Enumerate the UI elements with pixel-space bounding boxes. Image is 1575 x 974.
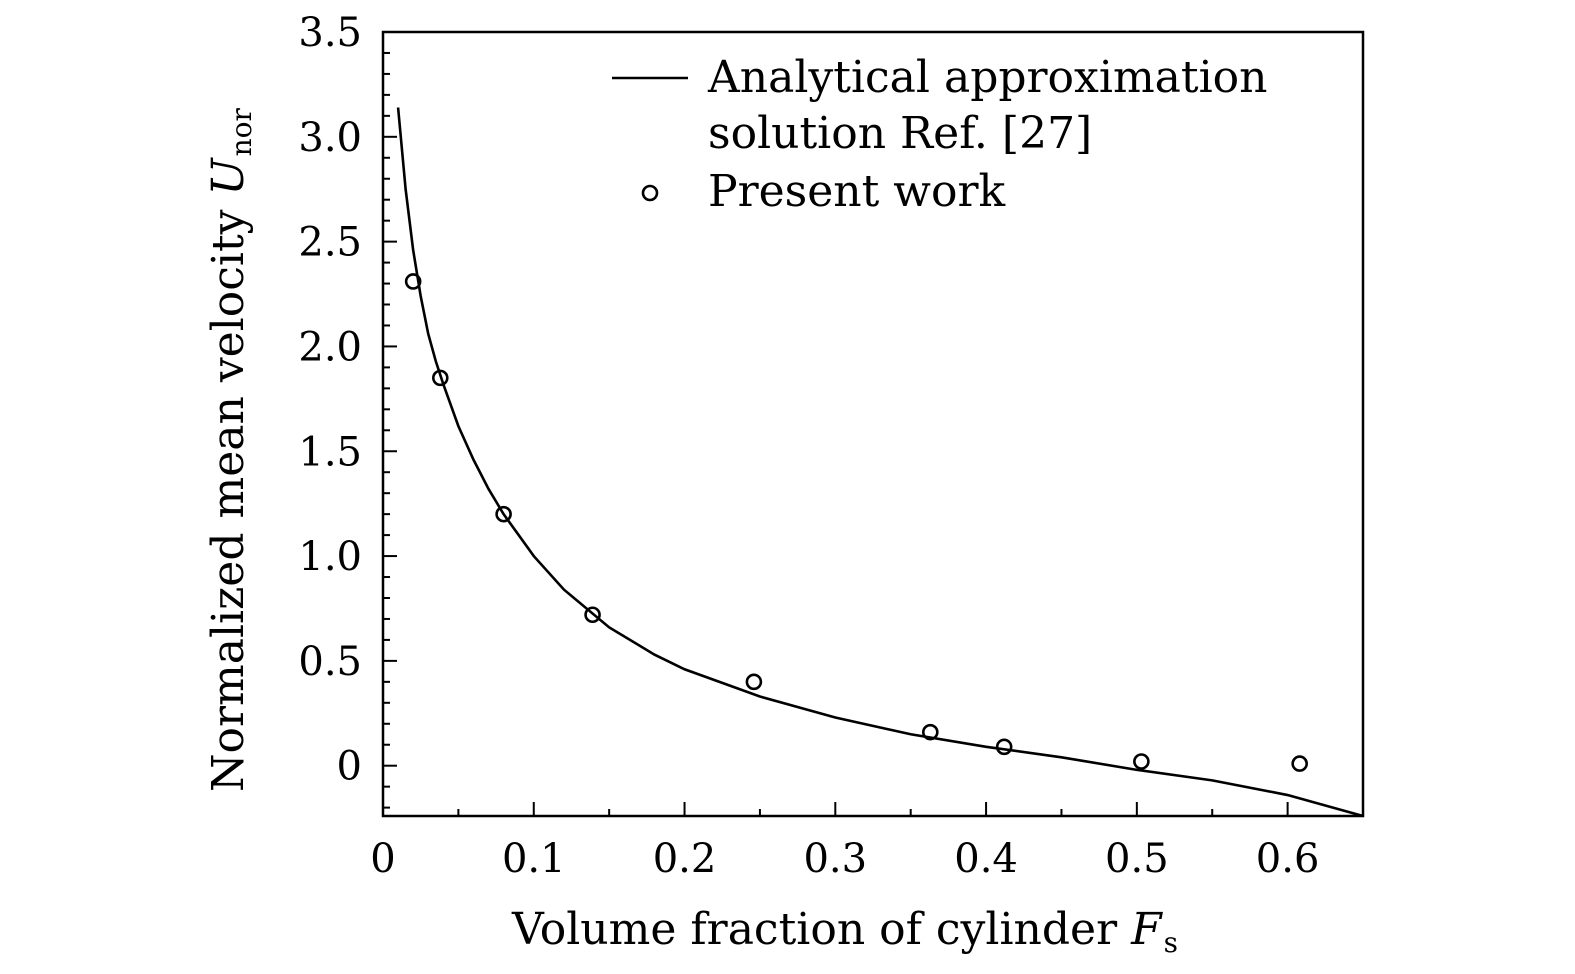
y-tick-label: 1.0 [298, 534, 362, 580]
analytical-curve [396, 107, 1364, 818]
data-point [1291, 755, 1308, 772]
data-point [495, 505, 512, 523]
y-axis-title-text: Normalized mean velocity [203, 209, 254, 792]
legend-label-present-work: Present work [708, 166, 1005, 217]
data-point [745, 673, 763, 691]
legend-marker-swatch [641, 184, 659, 202]
y-ticks [383, 31, 397, 809]
x-tick-label: 0.6 [1256, 836, 1320, 882]
y-tick-label: 0.5 [298, 639, 362, 685]
x-tick-label: 0.5 [1105, 836, 1169, 882]
data-point [1133, 753, 1150, 770]
y-tick-label: 3.0 [298, 115, 362, 161]
data-point [431, 369, 449, 387]
y-tick-label: 2.0 [298, 324, 362, 370]
y-axis-symbol: U [203, 156, 254, 195]
x-axis-title: Volume fraction of cylinder Fs [511, 904, 1178, 959]
data-point [404, 273, 422, 290]
y-tick-label: 3.5 [298, 10, 362, 56]
plot-frame [381, 30, 1365, 818]
x-tick-label: 0.2 [653, 836, 717, 882]
x-axis-title-text: Volume fraction of cylinder [511, 904, 1118, 955]
present-work-markers [404, 273, 1308, 772]
legend-label-analytical-line1: Analytical approximation [707, 52, 1267, 103]
x-axis-subscript: s [1164, 926, 1178, 959]
y-tick-label: 0 [337, 744, 362, 790]
x-tick-label: 0.3 [803, 836, 867, 882]
data-point [584, 606, 601, 624]
x-tick-labels: 0 0.1 0.2 0.3 0.4 0.5 0.6 [370, 836, 1319, 882]
data-point [995, 738, 1013, 756]
legend: Analytical approximation solution Ref. [… [612, 52, 1267, 217]
x-ticks [382, 802, 1364, 816]
x-tick-label: 0.1 [502, 836, 566, 882]
y-tick-labels: 0 0.5 1.0 1.5 2.0 2.5 3.0 3.5 [298, 10, 362, 790]
data-point [921, 723, 939, 741]
y-tick-label: 2.5 [298, 220, 362, 266]
y-axis-title: Normalized mean velocity Unor [203, 107, 258, 792]
x-axis-symbol: F [1130, 904, 1163, 955]
y-axis-subscript: nor [225, 107, 258, 156]
x-tick-label: 0.4 [954, 836, 1018, 882]
y-tick-label: 1.5 [298, 429, 362, 475]
legend-label-analytical-line2: solution Ref. [27] [708, 108, 1092, 159]
x-tick-label: 0 [370, 836, 395, 882]
